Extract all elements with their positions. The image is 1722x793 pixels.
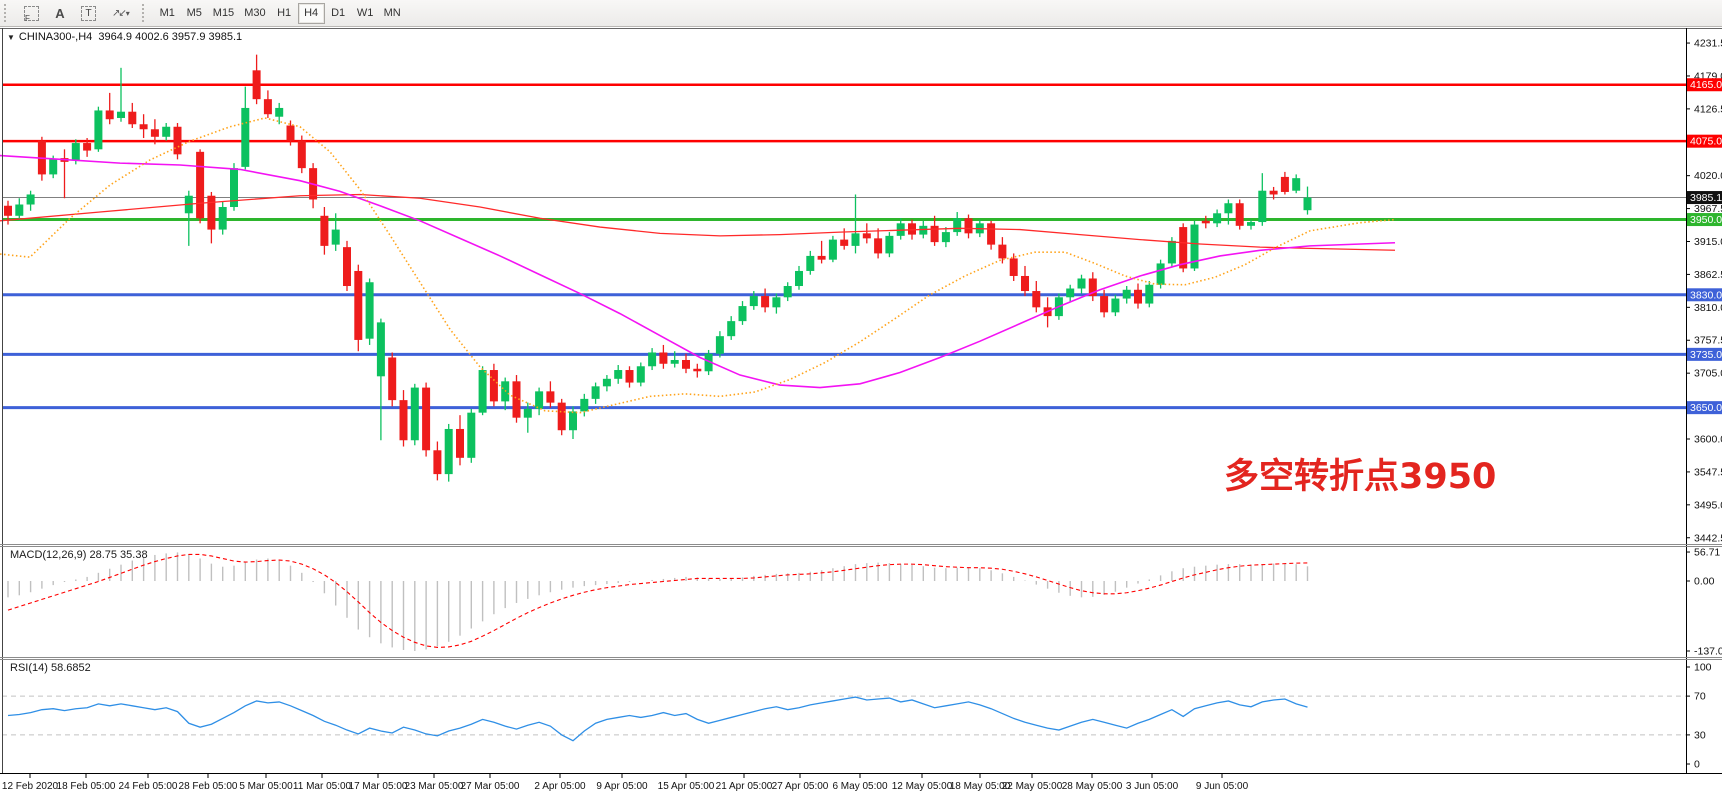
macd-signal-line	[7, 553, 1308, 648]
svg-text:18 May 05:00: 18 May 05:00	[950, 781, 1011, 792]
macd-indicator-label: MACD(12,26,9) 28.75 35.38	[10, 549, 148, 561]
svg-text:28 May 05:00: 28 May 05:00	[1062, 781, 1123, 792]
svg-text:30: 30	[1694, 729, 1706, 741]
horizontal-level-lines[interactable]	[2, 83, 1686, 410]
chart-toolbar: F A T ↗↙ ▾ M1 M5 M15 M30 H1 H4 D1 W1 MN	[0, 0, 1722, 27]
ma-orange-line	[0, 117, 1396, 414]
svg-text:56.71: 56.71	[1694, 547, 1720, 559]
svg-text:6 May 05:00: 6 May 05:00	[832, 781, 887, 792]
text-label-button[interactable]: A	[48, 2, 72, 24]
svg-text:0.00: 0.00	[1694, 576, 1715, 588]
timeframe-button-m30[interactable]: M30	[239, 3, 270, 24]
symbol-ohlc-label: ▼ CHINA300-,H4 3964.9 4002.6 3957.9 3985.…	[7, 31, 242, 43]
macd-histogram	[7, 552, 1309, 652]
svg-text:28 Feb 05:00: 28 Feb 05:00	[179, 781, 238, 792]
dropdown-caret-icon: ▾	[125, 8, 130, 18]
timeframe-button-m1[interactable]: M1	[154, 3, 181, 24]
svg-text:22 May 05:00: 22 May 05:00	[1002, 781, 1063, 792]
svg-text:4126.5: 4126.5	[1694, 103, 1722, 115]
svg-text:12 Feb 2020: 12 Feb 2020	[2, 781, 59, 792]
price-scale[interactable]: 4231.54179.04126.54020.03967.53915.03862…	[1686, 38, 1722, 771]
svg-text:3495.0: 3495.0	[1694, 499, 1722, 511]
chart-templates-button[interactable]: F	[17, 2, 46, 24]
svg-text:11 Mar 05:00: 11 Mar 05:00	[293, 781, 352, 792]
text-box-button[interactable]: T	[74, 2, 103, 24]
symbol-name: CHINA300-,H4	[18, 31, 93, 43]
svg-text:4231.5: 4231.5	[1694, 38, 1722, 50]
svg-text:3442.5: 3442.5	[1694, 532, 1722, 544]
rsi-level-lines	[2, 695, 1686, 736]
svg-text:3967.5: 3967.5	[1694, 203, 1722, 215]
svg-text:23 Mar 05:00: 23 Mar 05:00	[405, 781, 464, 792]
svg-text:5 Mar 05:00: 5 Mar 05:00	[239, 781, 293, 792]
svg-text:3830.0: 3830.0	[1690, 289, 1722, 301]
chart-text-annotation[interactable]: 多空转折点3950	[1224, 457, 1497, 497]
svg-text:3985.1: 3985.1	[1690, 192, 1722, 204]
svg-text:3735.0: 3735.0	[1690, 349, 1722, 361]
timeframe-button-d1[interactable]: D1	[325, 3, 352, 24]
timeframe-button-group: M1 M5 M15 M30 H1 H4 D1 W1 MN	[154, 2, 406, 24]
svg-text:12 May 05:00: 12 May 05:00	[892, 781, 953, 792]
timeframe-button-m15[interactable]: M15	[208, 3, 239, 24]
svg-text:3810.0: 3810.0	[1694, 302, 1722, 314]
svg-text:3862.5: 3862.5	[1694, 269, 1722, 281]
arrow-objects-button[interactable]: ↗↙ ▾	[105, 2, 137, 24]
svg-text:0: 0	[1694, 759, 1700, 771]
svg-text:3915.0: 3915.0	[1694, 236, 1722, 248]
timeframe-button-w1[interactable]: W1	[352, 3, 379, 24]
chart-templates-icon: F	[24, 5, 39, 23]
svg-text:3757.5: 3757.5	[1694, 335, 1722, 347]
svg-text:24 Feb 05:00: 24 Feb 05:00	[119, 781, 178, 792]
svg-text:3600.0: 3600.0	[1694, 434, 1722, 446]
timeframe-button-m5[interactable]: M5	[181, 3, 208, 24]
toolbar-grip[interactable]	[141, 4, 150, 22]
arrow-objects-icon: ↗↙	[112, 7, 127, 19]
rsi-line	[7, 696, 1308, 742]
toolbar-grip[interactable]	[4, 4, 12, 22]
rsi-indicator-label: RSI(14) 58.6852	[10, 662, 91, 674]
text-label-icon: A	[55, 5, 65, 21]
text-box-icon: T	[81, 5, 96, 21]
svg-text:3950.0: 3950.0	[1690, 214, 1722, 226]
collapse-triangle-icon[interactable]: ▼	[7, 33, 15, 42]
svg-text:9 Jun 05:00: 9 Jun 05:00	[1196, 781, 1249, 792]
svg-text:3650.0: 3650.0	[1690, 402, 1722, 414]
svg-text:4075.0: 4075.0	[1690, 136, 1722, 148]
svg-text:15 Apr 05:00: 15 Apr 05:00	[658, 781, 715, 792]
svg-text:27 Mar 05:00: 27 Mar 05:00	[461, 781, 520, 792]
svg-text:21 Apr 05:00: 21 Apr 05:00	[716, 781, 773, 792]
chart-frame	[0, 28, 1722, 774]
svg-text:2 Apr 05:00: 2 Apr 05:00	[534, 781, 586, 792]
svg-text:17 Mar 05:00: 17 Mar 05:00	[349, 781, 408, 792]
candlestick-series[interactable]	[4, 54, 1312, 482]
svg-text:9 Apr 05:00: 9 Apr 05:00	[596, 781, 648, 792]
svg-text:3 Jun 05:00: 3 Jun 05:00	[1126, 781, 1179, 792]
svg-text:4165.0: 4165.0	[1690, 79, 1722, 91]
svg-text:4020.0: 4020.0	[1694, 170, 1722, 182]
timeframe-button-mn[interactable]: MN	[379, 3, 406, 24]
svg-text:3705.0: 3705.0	[1694, 368, 1722, 380]
timeframe-button-h4[interactable]: H4	[297, 2, 325, 24]
ma-red-line	[0, 193, 1396, 251]
svg-text:70: 70	[1694, 691, 1706, 703]
svg-text:-137.01: -137.01	[1694, 646, 1722, 658]
svg-text:27 Apr 05:00: 27 Apr 05:00	[772, 781, 829, 792]
ohlc-values: 3964.9 4002.6 3957.9 3985.1	[98, 31, 243, 43]
timeframe-button-h1[interactable]: H1	[271, 3, 298, 24]
svg-text:100: 100	[1694, 662, 1712, 674]
svg-text:18 Feb 05:00: 18 Feb 05:00	[57, 781, 116, 792]
ma-magenta-line	[0, 154, 1396, 389]
svg-text:3547.5: 3547.5	[1694, 466, 1722, 478]
